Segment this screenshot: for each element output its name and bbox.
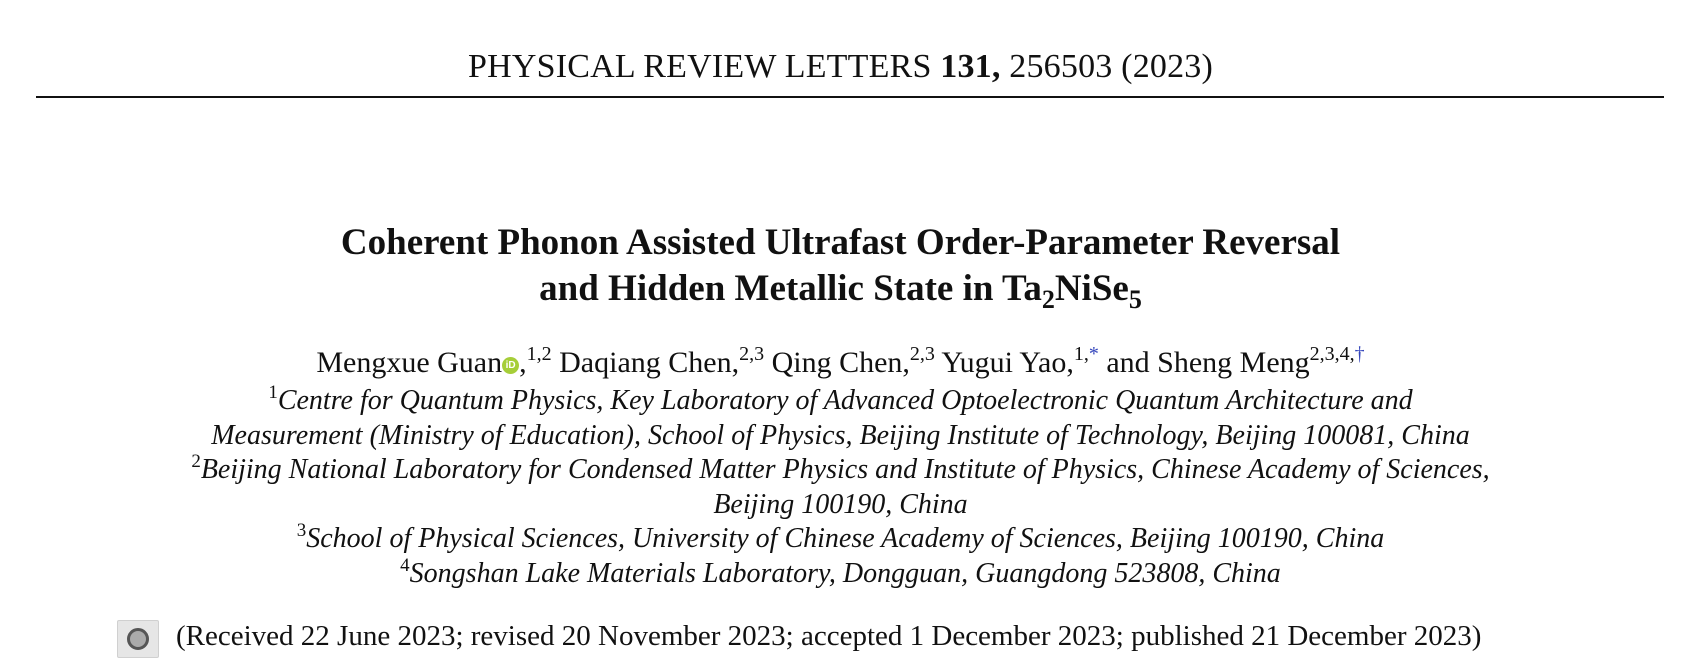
author-list: Mengxue Guan iD ,1,2 Daqiang Chen,2,3 Qing… bbox=[316, 343, 1365, 379]
affiliation-ref: 2,3 bbox=[739, 343, 765, 365]
affiliation-ref: 1, bbox=[1073, 343, 1089, 365]
received-dates: (Received 22 June 2023; revised 20 Novem… bbox=[176, 620, 1482, 652]
title-text: NiSe bbox=[1054, 268, 1129, 309]
author-name: Qing Chen, bbox=[771, 346, 910, 379]
author-name: Mengxue Guan bbox=[316, 346, 503, 379]
paper-title: Coherent Phonon Assisted Ultrafast Order… bbox=[0, 220, 1681, 314]
subscript: 2 bbox=[1041, 285, 1055, 314]
affiliation-text: Measurement (Ministry of Education), Sch… bbox=[211, 419, 1470, 451]
corresponding-author-link[interactable]: * bbox=[1088, 343, 1099, 365]
title-line-1: Coherent Phonon Assisted Ultrafast Order… bbox=[340, 222, 1341, 263]
corresponding-author-link[interactable]: † bbox=[1354, 343, 1365, 365]
check-for-updates-icon bbox=[127, 628, 149, 650]
subscript: 5 bbox=[1128, 285, 1142, 314]
affiliation-text: Beijing 100190, China bbox=[713, 488, 968, 520]
author-name: Daqiang Chen, bbox=[559, 346, 740, 379]
running-header: PHYSICAL REVIEW LETTERS 131, 256503 (202… bbox=[0, 48, 1681, 86]
affiliation-number: 2 bbox=[191, 451, 201, 472]
affiliation-text: Centre for Quantum Physics, Key Laborato… bbox=[277, 385, 1413, 416]
affiliation-ref: 2,3 bbox=[909, 343, 935, 365]
affiliation-1: 1Centre for Quantum Physics, Key Laborat… bbox=[0, 382, 1681, 419]
affiliation-number: 4 bbox=[400, 554, 410, 576]
author-name: and Sheng Meng bbox=[1106, 346, 1310, 379]
affiliation-text: Beijing National Laboratory for Condense… bbox=[200, 454, 1490, 485]
affiliation-3: 3School of Physical Sciences, University… bbox=[0, 520, 1681, 557]
affiliation-ref: 1,2 bbox=[526, 343, 552, 365]
orcid-icon[interactable]: iD bbox=[502, 357, 520, 374]
affiliation-number: 1 bbox=[268, 382, 278, 403]
title-line-2: and Hidden Metallic State in Ta2NiSe5 bbox=[0, 266, 1681, 314]
affiliation-2: 2Beijing National Laboratory for Condens… bbox=[0, 451, 1681, 488]
affiliation-ref: 2,3,4, bbox=[1309, 343, 1355, 365]
affiliation-4: 4Songshan Lake Materials Laboratory, Don… bbox=[0, 554, 1681, 592]
author-name: Yugui Yao, bbox=[941, 346, 1074, 379]
title-text: and Hidden Metallic State in Ta bbox=[539, 268, 1042, 309]
affiliations: 1Centre for Quantum Physics, Key Laborat… bbox=[0, 382, 1681, 592]
affiliation-number: 3 bbox=[296, 520, 307, 541]
article-number: 256503 (2023) bbox=[1009, 48, 1214, 85]
affiliation-text: School of Physical Sciences, University … bbox=[306, 523, 1385, 554]
volume: 131, bbox=[940, 48, 1001, 85]
affiliation-text: Songshan Lake Materials Laboratory, Dong… bbox=[409, 557, 1281, 589]
header-rule bbox=[36, 96, 1664, 98]
journal-name: PHYSICAL REVIEW LETTERS bbox=[467, 48, 932, 85]
check-for-updates-button[interactable] bbox=[117, 620, 159, 658]
